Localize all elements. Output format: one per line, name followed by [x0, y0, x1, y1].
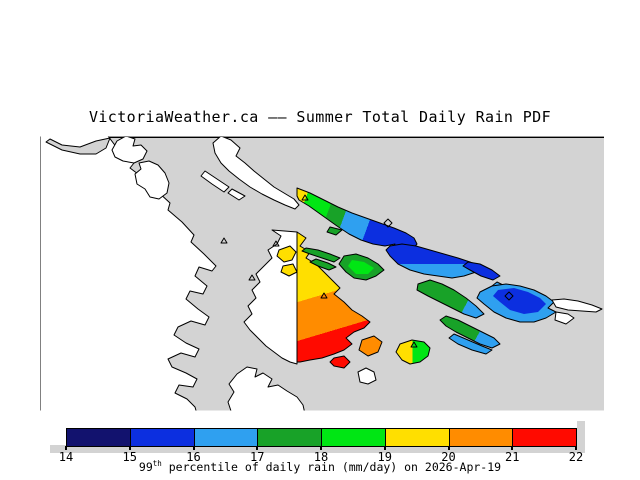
colorbar-tick-label-18: 18 [313, 450, 329, 464]
colorbar-tick [65, 446, 67, 450]
island-mayne [385, 243, 481, 279]
caption-text: percentile of daily rain (mm/day) on 202… [161, 459, 502, 474]
island-valdes-galiano-nw [212, 136, 300, 210]
islet-blue-sliver [448, 333, 493, 355]
islet-wise [326, 226, 343, 236]
station-triangle-marker-2 [320, 292, 328, 299]
caption-ordinal: th [152, 459, 162, 468]
caption-number: 99 [138, 459, 153, 474]
colorbar-tick [511, 446, 514, 450]
station-triangle-marker-6 [410, 341, 418, 348]
station-diamond-marker-galiano [383, 218, 393, 228]
island-south-pender [439, 315, 501, 349]
colorbar-tick [128, 446, 131, 450]
colorbar-segment-20-21 [449, 429, 514, 446]
islet-piers [357, 367, 377, 385]
colorbar-tick [575, 446, 577, 450]
island-north-pender [416, 279, 485, 319]
colorbar-caption: 99th percentile of daily rain (mm/day) o… [0, 459, 640, 474]
colorbar-segment-15-16 [130, 429, 195, 446]
colorbar-segment-16-17 [194, 429, 259, 446]
islet-sliver-2 [309, 258, 337, 271]
colorbar-tick [256, 446, 259, 450]
island-thetis [111, 136, 148, 164]
colorbar-segment-14-15 [67, 429, 131, 446]
islet-reid [200, 170, 230, 193]
colorbar-segment-17-18 [258, 429, 322, 446]
colorbar-tick-label-15: 15 [122, 450, 137, 464]
station-diamond-marker-saturna [504, 291, 514, 301]
station-triangle-marker-1 [301, 194, 309, 201]
colorbar-segment-19-20 [385, 429, 450, 446]
station-triangle-marker-4 [272, 240, 280, 247]
islet-hall [227, 188, 246, 201]
saltspring-yellow-patch-2 [280, 263, 298, 277]
colorbar-tick-label-17: 17 [250, 450, 265, 464]
colorbar-tick [447, 446, 450, 450]
colorbar-segment-21-22 [513, 429, 576, 446]
saanich-peninsula [227, 366, 305, 411]
colorbar-tick [192, 446, 195, 450]
plot-title: VictoriaWeather.ca —— Summer Total Daily… [88, 108, 552, 126]
islet-tumbo-spit [551, 298, 603, 313]
station-triangle-marker-5 [248, 274, 256, 281]
ladysmith-inlet [45, 137, 111, 155]
colorbar-tick-label-22: 22 [568, 450, 584, 464]
colorbar-segment-18-19 [322, 429, 386, 446]
colorbar-tick [320, 446, 322, 450]
island-penelakut [134, 160, 170, 200]
colorbar-tick-label-19: 19 [377, 450, 392, 464]
colorbar-tick [383, 446, 386, 450]
colorbar-tick-label-21: 21 [505, 450, 520, 464]
saltspring-west-white [243, 229, 298, 365]
island-prevost-core [348, 260, 374, 274]
colorbar-shadow-bottom [50, 445, 585, 453]
station-triangle-marker-3 [220, 237, 228, 244]
islet-orange [358, 335, 383, 357]
colorbar-tick-label-14: 14 [58, 450, 74, 464]
islet-portland-red [329, 355, 351, 369]
islet-samuel [462, 261, 501, 281]
islet-moresby [395, 339, 431, 365]
colorbar [66, 428, 577, 447]
islet-sliver-1 [301, 247, 341, 263]
colorbar-shadow-right [577, 421, 585, 453]
colorbar-tick-label-20: 20 [441, 450, 456, 464]
colorbar-tick-label-16: 16 [186, 450, 201, 464]
saltspring-north-yellow-patch [276, 245, 297, 263]
islet-cabbage [554, 311, 575, 325]
